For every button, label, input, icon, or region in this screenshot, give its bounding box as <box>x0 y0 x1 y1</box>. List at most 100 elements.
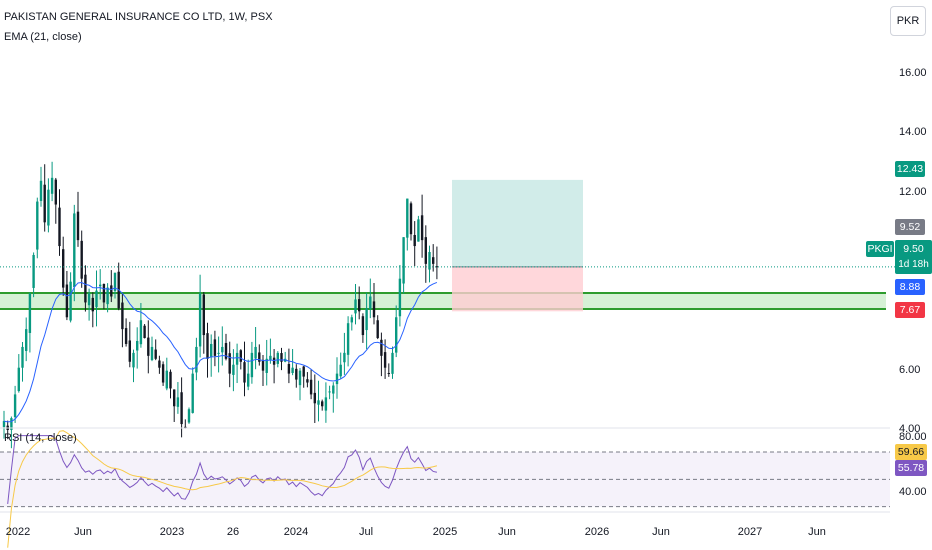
candle-body <box>417 219 420 242</box>
candle-body <box>17 367 20 392</box>
candle-body <box>195 346 198 373</box>
candle-body <box>380 339 383 356</box>
candle-body <box>210 343 213 357</box>
candle-body <box>50 177 54 194</box>
ema-polyline <box>3 281 438 423</box>
candle-body <box>295 368 298 380</box>
last-price-value: 9.50 <box>903 243 924 255</box>
candle-body <box>124 328 128 344</box>
candle-body <box>121 302 124 330</box>
time-tick-label: Jun <box>808 526 826 538</box>
candle-body <box>398 278 402 317</box>
candle-body <box>287 364 291 374</box>
candle-body <box>113 272 117 292</box>
candle-body <box>65 284 69 318</box>
candle-body <box>217 352 220 354</box>
rsi-pane <box>0 427 890 548</box>
candle-body <box>309 379 313 395</box>
candle-body <box>154 349 157 359</box>
time-tick-label: 2027 <box>737 526 763 538</box>
price-tick-label: 12.00 <box>899 185 927 198</box>
candle-body <box>10 418 13 430</box>
time-tick-label: 2024 <box>283 526 309 538</box>
candle-body <box>47 189 50 226</box>
candle-body <box>173 389 176 407</box>
candle-body <box>87 293 91 306</box>
candle-body <box>13 394 17 418</box>
candle-body <box>239 350 242 362</box>
rsi-value-tag: 59.66 <box>895 444 927 460</box>
candle-body <box>224 343 228 359</box>
candle-body <box>354 299 357 314</box>
candle-body <box>409 203 413 235</box>
rsi-legend[interactable]: RSI (14, close) <box>4 432 77 444</box>
candle-body <box>36 201 39 250</box>
time-tick-label: 26 <box>226 526 240 538</box>
candle-body <box>332 385 335 394</box>
candle-body <box>339 364 342 377</box>
candle-body <box>25 329 28 351</box>
ema-line <box>3 281 438 423</box>
candle-body <box>432 257 435 264</box>
candle-body <box>161 364 165 383</box>
candle-body <box>435 266 439 268</box>
candle-body <box>228 353 231 374</box>
candle-body <box>2 421 6 428</box>
candle-body <box>206 333 209 359</box>
time-tick-label: 2026 <box>584 526 610 538</box>
rsi-ma-value-tag: 55.78 <box>895 460 927 476</box>
candle-body <box>21 346 24 368</box>
candle-body <box>110 285 113 297</box>
candle-body <box>58 207 61 247</box>
candle-body <box>391 352 394 374</box>
rsi-tick-label: 40.00 <box>899 486 927 498</box>
candle-body <box>291 367 294 373</box>
candle-body <box>258 352 261 362</box>
candle-body <box>213 339 217 356</box>
candle-body <box>143 325 146 339</box>
candle-body <box>243 362 246 383</box>
candle-body <box>136 340 139 351</box>
candle-body <box>402 237 405 284</box>
candle-body <box>428 251 431 270</box>
countdown-label: 1d 18h <box>898 259 929 270</box>
currency-button[interactable]: PKR <box>890 6 926 36</box>
candle-body <box>317 400 320 405</box>
candle-body <box>247 373 250 387</box>
candle-body <box>372 301 376 318</box>
candle-body <box>346 323 350 355</box>
profit-zone <box>452 179 583 267</box>
candles <box>2 161 439 449</box>
candle-body <box>62 249 65 288</box>
candle-body <box>406 198 409 238</box>
candle-body <box>365 308 368 331</box>
candle-body <box>80 240 83 279</box>
ticker-tag: PKGI <box>866 241 894 257</box>
last-price-tag: 9.50 1d 18h <box>895 240 932 274</box>
time-tick-label: Jun <box>498 526 516 538</box>
candle-body <box>302 366 305 377</box>
candle-body <box>261 359 265 371</box>
candle-body <box>54 179 57 205</box>
candle-body <box>76 211 80 241</box>
candle-body <box>158 360 161 368</box>
candle-body <box>235 352 239 365</box>
candle-body <box>350 317 353 323</box>
target-price-tag: 12.43 <box>895 161 925 177</box>
candle-body <box>147 337 150 356</box>
candle-body <box>106 287 109 305</box>
candle-body <box>250 352 254 378</box>
ema-legend[interactable]: EMA (21, close) <box>4 31 82 43</box>
candle-body <box>180 392 183 425</box>
time-tick-label: Jun <box>74 526 92 538</box>
rsi-ma-line <box>7 430 438 548</box>
candle-body <box>232 364 235 375</box>
rsi-line <box>7 435 438 504</box>
price-tick-label: 16.00 <box>899 66 927 79</box>
candle-body <box>280 353 283 362</box>
candle-body <box>321 401 324 407</box>
candle-body <box>43 184 46 223</box>
candle-body <box>358 299 361 312</box>
chart-title: PAKISTAN GENERAL INSURANCE CO LTD, 1W, P… <box>4 11 273 23</box>
